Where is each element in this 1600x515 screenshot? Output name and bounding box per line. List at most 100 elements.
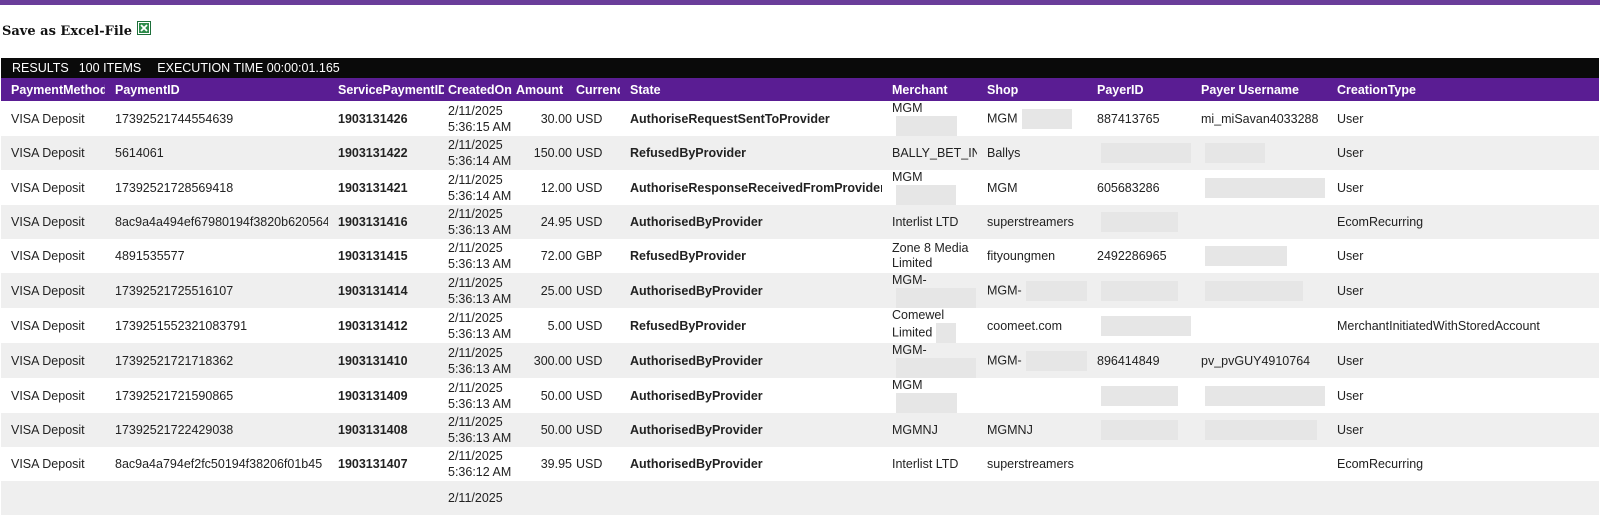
payer-username-value: pv_pvGUY4910764	[1201, 353, 1311, 368]
table-row[interactable]: VISA Deposit 4891535577 1903131415 2/11/202…	[1, 239, 1599, 273]
cell-payment-id: 5614061	[115, 146, 164, 160]
cell-payment-method: VISA Deposit	[11, 283, 85, 298]
shop-name: MGM-	[987, 282, 1022, 297]
col-header-amount[interactable]: Amount	[516, 82, 564, 97]
cell-merchant: MGM-	[882, 273, 977, 308]
cell-payer-username	[1191, 413, 1327, 447]
table-row[interactable]: VISA Deposit 1739251552321083791 190313141…	[1, 308, 1599, 343]
created-time: 5:36:12 AM	[448, 465, 512, 479]
cell-merchant: Comewel Limited	[882, 308, 977, 343]
cell-amount: 300.00	[533, 353, 572, 368]
table-row[interactable]: VISA Deposit 8ac9a4a794ef2fc50194f38206f0…	[1, 447, 1599, 481]
cell-payment-id: 17392521722429038	[115, 423, 234, 437]
col-header-paymentmethod[interactable]: PaymentMethod	[11, 82, 105, 97]
cell-state: AuthoriseResponseReceivedFromProvider	[630, 180, 882, 195]
col-header-servicepaymentid[interactable]: ServicePaymentID	[338, 82, 444, 97]
cell-created-on: 2/11/2025 5:36:13 AM	[444, 239, 516, 273]
cell-created-on: 2/11/2025 5:36:14 AM	[444, 170, 516, 205]
table-row[interactable]: VISA Deposit 17392521744554639 1903131426 2…	[1, 101, 1599, 136]
cell-service-payment-id: 1903131408	[338, 423, 408, 437]
cell-merchant	[882, 481, 977, 515]
shop-name: MGMNJ	[987, 423, 1033, 437]
table-row[interactable]: VISA Deposit 17392521721718362 1903131410 2…	[1, 343, 1599, 378]
cell-state: AuthorisedByProvider	[630, 457, 763, 471]
cell-state: AuthorisedByProvider	[630, 215, 763, 229]
col-header-creationtype[interactable]: CreationType	[1337, 82, 1416, 97]
cell-created-on: 2/11/2025 5:36:12 AM	[444, 447, 516, 481]
table-row[interactable]: VISA Deposit 8ac9a4a494ef67980194f3820b62…	[1, 205, 1599, 239]
col-header-paymentid[interactable]: PaymentID	[115, 82, 180, 97]
cell-service-payment-id: 1903131426	[338, 111, 408, 126]
table-row[interactable]: 2/11/2025	[1, 481, 1599, 515]
cell-shop: MGM	[977, 101, 1087, 136]
payer-id-value: 896414849	[1097, 353, 1160, 368]
redacted-block	[1025, 350, 1087, 371]
excel-icon[interactable]	[137, 21, 151, 35]
cell-currency: USD	[576, 180, 603, 195]
cell-amount: 5.00	[547, 318, 572, 333]
col-header-shop[interactable]: Shop	[987, 82, 1019, 97]
merchant-name: MGM-	[892, 343, 927, 357]
cell-service-payment-id: 1903131421	[338, 180, 408, 195]
cell-shop: MGM	[977, 170, 1087, 205]
cell-merchant: MGM	[882, 101, 977, 136]
cell-payment-id: 1739251552321083791	[115, 318, 248, 333]
cell-state: AuthorisedByProvider	[630, 423, 763, 437]
cell-payment-method: VISA Deposit	[11, 318, 85, 333]
cell-service-payment-id: 1903131407	[338, 457, 408, 471]
redacted-block	[1205, 246, 1287, 266]
created-date: 2/11/2025	[448, 491, 503, 505]
cell-payer-username	[1191, 239, 1327, 273]
merchant-name: BALLY_BET_IN	[892, 145, 977, 160]
table-row[interactable]: VISA Deposit 17392521721590865 1903131409 2…	[1, 378, 1599, 413]
cell-payer-id	[1087, 205, 1191, 239]
cell-payer-username	[1191, 447, 1327, 481]
cell-currency: USD	[576, 388, 603, 403]
created-time: 5:36:15 AM	[448, 119, 512, 134]
results-summary-bar: RESULTS 100 ITEMS EXECUTION TIME 00:00:0…	[1, 58, 1599, 78]
created-date: 2/11/2025	[448, 172, 503, 187]
cell-currency: USD	[576, 423, 603, 437]
cell-service-payment-id: 1903131410	[338, 353, 408, 368]
save-as-excel-link[interactable]: Save as Excel-File	[2, 20, 151, 42]
cell-service-payment-id: 1903131416	[338, 215, 408, 229]
redacted-block	[1101, 212, 1178, 232]
cell-merchant: MGM	[882, 378, 977, 413]
cell-payment-id: 17392521744554639	[115, 111, 234, 126]
cell-state: RefusedByProvider	[630, 318, 747, 333]
table-row[interactable]: VISA Deposit 17392521722429038 1903131408 2…	[1, 413, 1599, 447]
cell-creation-type: MerchantInitiatedWithStoredAccount	[1337, 318, 1540, 333]
cell-shop	[977, 481, 1087, 515]
cell-created-on: 2/11/2025 5:36:14 AM	[444, 136, 516, 170]
created-time: 5:36:13 AM	[448, 326, 512, 341]
redacted-block	[1205, 143, 1265, 163]
cell-creation-type: User	[1337, 423, 1364, 437]
cell-payment-id: 8ac9a4a794ef2fc50194f38206f01b45	[115, 457, 323, 471]
col-header-createdon[interactable]: CreatedOn	[448, 82, 512, 97]
created-time: 5:36:13 AM	[448, 431, 512, 445]
save-as-excel-label: Save as Excel-File	[2, 23, 132, 39]
created-date: 2/11/2025	[448, 241, 503, 255]
col-header-payer-username[interactable]: Payer Username	[1201, 82, 1299, 97]
col-header-merchant[interactable]: Merchant	[892, 82, 948, 97]
created-date: 2/11/2025	[448, 449, 503, 463]
col-header-payerid[interactable]: PayerID	[1097, 82, 1144, 97]
cell-merchant: Zone 8 Media Limited	[882, 239, 977, 273]
created-time: 5:36:13 AM	[448, 223, 512, 237]
col-header-state[interactable]: State	[630, 82, 661, 97]
cell-payer-username: pv_pvGUY4910764	[1191, 343, 1327, 378]
cell-payment-method: VISA Deposit	[11, 180, 85, 195]
col-header-currency[interactable]: Currency	[576, 82, 620, 97]
redacted-block	[1205, 420, 1317, 440]
table-row[interactable]: VISA Deposit 5614061 1903131422 2/11/2025 5:…	[1, 136, 1599, 170]
cell-creation-type: User	[1337, 388, 1364, 403]
table-row[interactable]: VISA Deposit 17392521725516107 1903131414 2…	[1, 273, 1599, 308]
merchant-name: MGM-	[892, 273, 927, 287]
cell-currency: USD	[576, 457, 603, 471]
cell-payment-id: 17392521725516107	[115, 283, 234, 298]
cell-payer-id	[1087, 481, 1191, 515]
table-row[interactable]: VISA Deposit 17392521728569418 1903131421 2…	[1, 170, 1599, 205]
cell-payer-id	[1087, 447, 1191, 481]
cell-payer-id	[1087, 378, 1191, 413]
cell-creation-type: User	[1337, 111, 1364, 126]
